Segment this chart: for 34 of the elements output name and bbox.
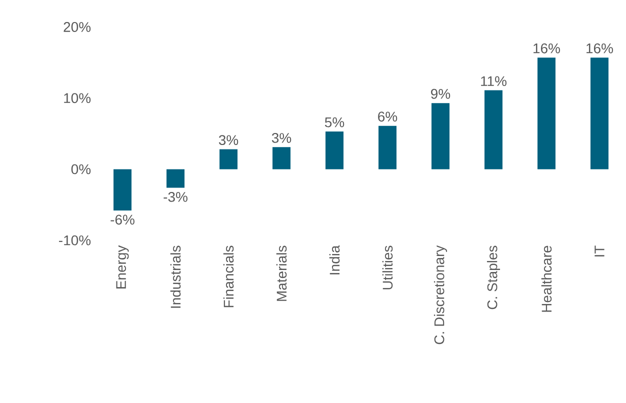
- bar: [537, 58, 556, 170]
- bar: [166, 169, 185, 188]
- x-tick-label: Utilities: [382, 246, 393, 290]
- data-label: -3%: [164, 192, 188, 202]
- bar: [272, 147, 290, 170]
- x-tick-label: India: [329, 245, 340, 274]
- data-label: -6%: [110, 214, 134, 225]
- data-label: 3%: [218, 135, 238, 146]
- x-tick-label: C. Discretionary: [434, 245, 448, 344]
- bar: [378, 126, 396, 170]
- y-tick-label: 0%: [71, 164, 91, 174]
- data-label: 3%: [272, 133, 292, 143]
- data-label: 11%: [481, 76, 506, 86]
- x-tick-label: Industrials: [170, 246, 181, 308]
- data-label: 16%: [586, 43, 613, 54]
- bar: [325, 132, 344, 170]
- bar: [590, 58, 608, 170]
- x-tick-label: Energy: [116, 245, 129, 288]
- y-tick-label: -10%: [59, 235, 91, 246]
- x-tick-label: IT: [594, 246, 604, 256]
- y-tick-label: 10%: [64, 93, 91, 104]
- y-tick-label: 20%: [64, 22, 91, 32]
- data-label: 16%: [534, 43, 560, 54]
- data-label: 6%: [378, 112, 398, 122]
- bar: [431, 103, 450, 170]
- x-tick-label: C. Staples: [486, 246, 500, 310]
- x-tick-label: Financials: [223, 246, 234, 308]
- x-tick-label: Materials: [276, 246, 287, 301]
- x-tick-label: Healthcare: [541, 246, 552, 312]
- data-label: 9%: [431, 88, 450, 99]
- data-label: 5%: [324, 117, 344, 128]
- bar: [114, 169, 132, 210]
- bar: [220, 149, 238, 170]
- bar: [484, 90, 502, 170]
